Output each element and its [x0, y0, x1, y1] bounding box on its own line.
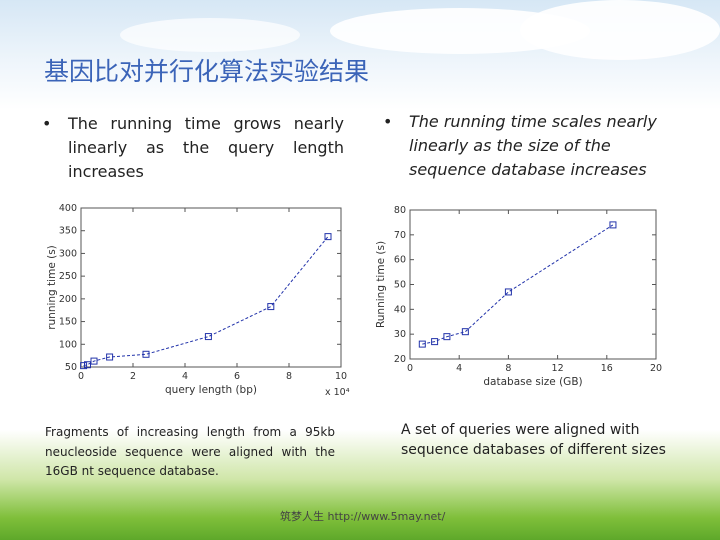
- bullet-icon: •: [42, 114, 52, 133]
- x-tick-label: 16: [601, 363, 613, 374]
- data-point-marker: [84, 361, 91, 369]
- y-axis-label: Running time (s): [375, 241, 387, 328]
- x-axis-label: query length (bp): [165, 384, 257, 396]
- x-tick-label: 2: [130, 371, 136, 382]
- data-point-marker: [267, 303, 275, 311]
- y-tick-label: 200: [59, 294, 77, 305]
- series-line: [422, 224, 614, 345]
- x-tick-label: 0: [407, 363, 413, 374]
- right-bullet-point: • The running time scales nearly linearl…: [383, 110, 679, 182]
- data-point-marker: [90, 357, 98, 365]
- x-tick-label: 6: [234, 371, 240, 382]
- slide-title: 基因比对并行化算法实验结果: [44, 57, 370, 86]
- footer-text: 筑梦人生 http://www.5may.net/: [280, 510, 446, 523]
- cloud-decoration: [520, 0, 720, 60]
- y-axis-label: running time (s): [46, 245, 58, 330]
- x-tick-label: 20: [650, 363, 662, 374]
- y-tick-label: 250: [59, 271, 77, 282]
- data-point-marker: [431, 338, 439, 346]
- data-point-marker: [443, 333, 451, 341]
- series-line: [83, 236, 329, 367]
- grass-background: [0, 430, 720, 540]
- plot-area: [409, 209, 657, 360]
- x-tick-label: 4: [182, 371, 188, 382]
- cloud-decoration: [120, 18, 300, 52]
- y-tick-label: 150: [59, 317, 77, 328]
- y-tick-label: 50: [394, 280, 406, 291]
- data-point-marker: [461, 328, 469, 336]
- y-tick-label: 60: [394, 255, 406, 266]
- x-tick-label: 0: [78, 371, 84, 382]
- x-tick-label: 12: [552, 363, 564, 374]
- data-point-marker: [106, 353, 114, 361]
- data-point-marker: [204, 333, 212, 341]
- y-tick-label: 300: [59, 248, 77, 259]
- y-tick-label: 50: [65, 362, 77, 373]
- data-point-marker: [142, 350, 150, 358]
- plot-area: [80, 207, 342, 368]
- x-tick-label: 8: [505, 363, 511, 374]
- y-tick-label: 30: [394, 329, 406, 340]
- y-tick-label: 70: [394, 230, 406, 241]
- left-bullet-text: The running time grows nearly linearly a…: [68, 114, 344, 181]
- query-length-chart: 0 2 4 6 8 10 50 100 150 200 250 300 350 400 query leng…: [46, 203, 350, 398]
- y-tick-label: 400: [59, 203, 77, 214]
- y-tick-label: 100: [59, 339, 77, 350]
- data-point-marker: [324, 233, 332, 241]
- x-axis-multiplier: x 10⁴: [325, 387, 350, 398]
- x-tick-label: 10: [335, 371, 347, 382]
- data-point-marker: [80, 362, 88, 370]
- x-tick-label: 8: [286, 371, 292, 382]
- y-tick-label: 350: [59, 226, 77, 237]
- left-bullet-point: • The running time grows nearly linearly…: [42, 112, 344, 184]
- left-caption: Fragments of increasing length from a 95…: [45, 425, 335, 478]
- y-tick-label: 40: [394, 304, 406, 315]
- data-point-marker: [418, 340, 426, 348]
- right-caption: A set of queries were aligned with seque…: [401, 422, 666, 458]
- x-tick-label: 4: [456, 363, 462, 374]
- y-tick-label: 20: [394, 354, 406, 365]
- y-tick-label: 80: [394, 205, 406, 216]
- database-size-chart: 0 4 8 12 16 20 20 30 40 50 60 70 80 database size (GB…: [375, 205, 662, 388]
- bullet-icon: •: [383, 112, 393, 131]
- x-axis-label: database size (GB): [483, 376, 582, 388]
- right-bullet-text: The running time scales nearly linearly …: [409, 112, 657, 179]
- data-point-marker: [504, 288, 512, 296]
- data-point-marker: [609, 221, 617, 229]
